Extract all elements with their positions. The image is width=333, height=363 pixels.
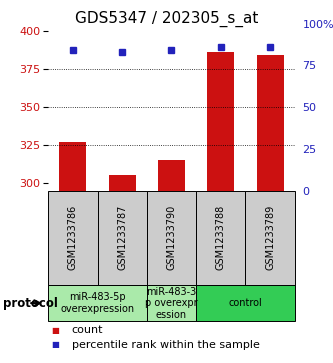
Bar: [59, 142, 87, 191]
Text: count: count: [72, 325, 103, 335]
Bar: [256, 56, 284, 191]
Text: miR-483-3
p overexpr
ession: miR-483-3 p overexpr ession: [145, 286, 198, 320]
Text: GSM1233786: GSM1233786: [68, 205, 78, 270]
Text: control: control: [228, 298, 262, 308]
Text: GSM1233790: GSM1233790: [166, 205, 176, 270]
Bar: [109, 175, 136, 191]
Text: GSM1233789: GSM1233789: [265, 205, 275, 270]
Text: ■: ■: [52, 326, 60, 335]
Bar: [207, 52, 234, 191]
Text: ■: ■: [52, 340, 60, 349]
Bar: [158, 160, 185, 191]
Text: GDS5347 / 202305_s_at: GDS5347 / 202305_s_at: [75, 11, 258, 27]
Text: miR-483-5p
overexpression: miR-483-5p overexpression: [61, 292, 135, 314]
Text: protocol: protocol: [3, 297, 58, 310]
Text: GSM1233787: GSM1233787: [117, 205, 127, 270]
Text: GSM1233788: GSM1233788: [216, 205, 226, 270]
Text: percentile rank within the sample: percentile rank within the sample: [72, 340, 259, 350]
